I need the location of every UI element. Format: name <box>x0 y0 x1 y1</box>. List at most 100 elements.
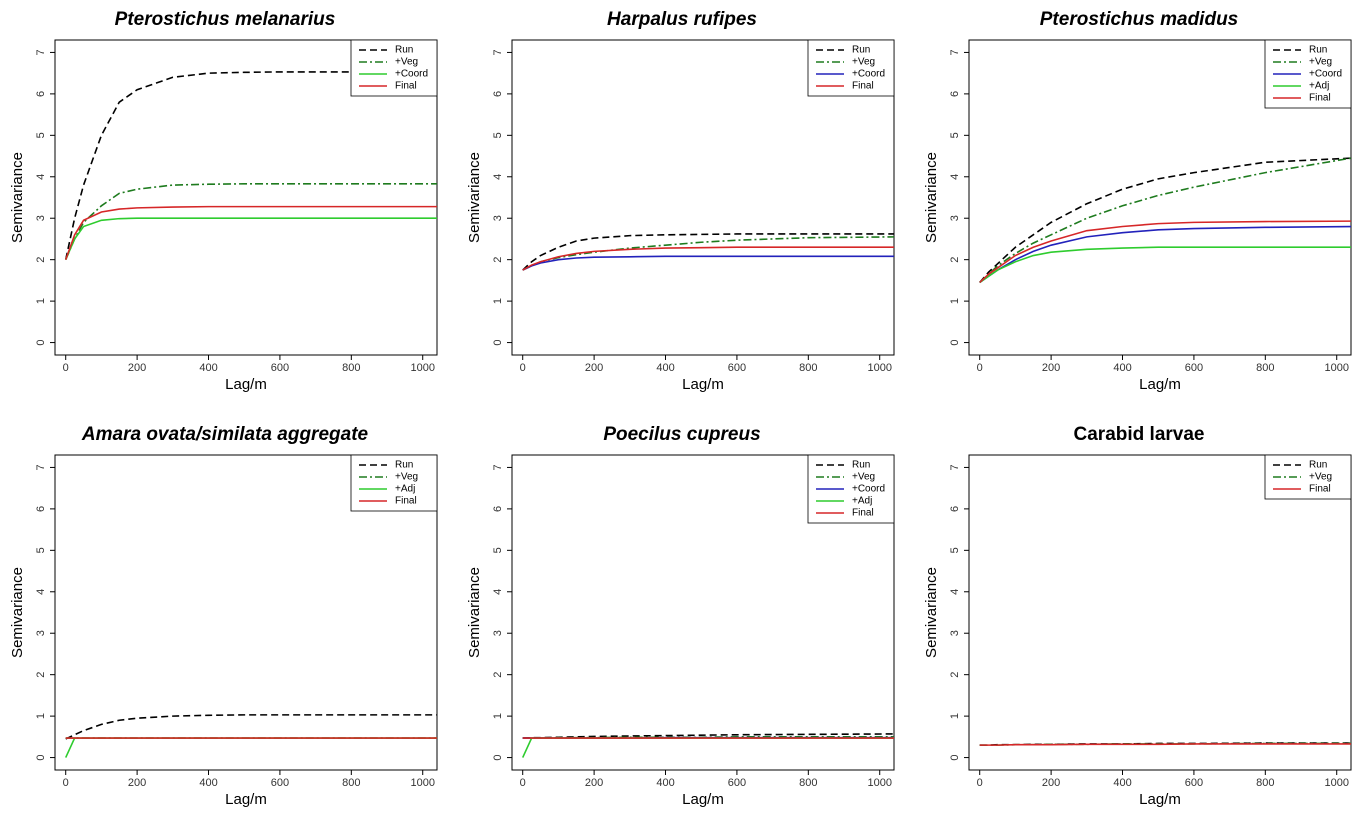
legend-label: Run <box>395 45 413 56</box>
x-axis-label: Lag/m <box>225 791 267 808</box>
y-tick-label: 4 <box>492 589 504 595</box>
y-axis-label: Semivariance <box>9 567 26 658</box>
x-tick-label: 0 <box>63 777 69 789</box>
legend-label: +Adj <box>852 496 872 507</box>
legend-label: +Adj <box>1309 81 1329 92</box>
x-tick-label: 1000 <box>867 362 891 374</box>
y-tick-label: 6 <box>35 91 47 97</box>
x-axis-label: Lag/m <box>1139 791 1181 808</box>
x-axis-label: Lag/m <box>1139 376 1181 393</box>
x-tick-label: 0 <box>977 362 983 374</box>
y-tick-label: 6 <box>492 506 504 512</box>
plot-frame <box>511 39 895 356</box>
chart-title: Carabid larvae <box>1074 424 1205 445</box>
y-tick-label: 3 <box>35 215 47 221</box>
y-tick-label: 2 <box>949 672 961 678</box>
x-tick-label: 400 <box>199 777 217 789</box>
x-axis-label: Lag/m <box>682 791 724 808</box>
series-line <box>522 255 894 271</box>
y-tick-label: 7 <box>949 464 961 470</box>
y-tick-label: 2 <box>35 257 47 263</box>
series-line <box>979 157 1352 283</box>
y-tick-label: 5 <box>492 132 504 138</box>
x-axis-label: Lag/m <box>225 376 267 393</box>
y-tick-label: 6 <box>949 91 961 97</box>
legend-label: +Adj <box>395 484 415 495</box>
legend-label: Run <box>852 460 870 471</box>
legend-label: Final <box>852 508 874 519</box>
plot-frame <box>54 39 438 356</box>
chart-title: Pterostichus melanarius <box>115 9 336 30</box>
legend-label: +Coord <box>395 69 428 80</box>
chart-title: Amara ovata/similata aggregate <box>81 424 369 445</box>
x-axis-label: Lag/m <box>682 376 724 393</box>
x-tick-label: 600 <box>271 777 289 789</box>
x-tick-label: 800 <box>342 362 360 374</box>
legend-label: +Veg <box>395 472 418 483</box>
y-tick-label: 7 <box>949 49 961 55</box>
x-tick-label: 1000 <box>410 362 434 374</box>
y-tick-label: 0 <box>949 755 961 761</box>
x-tick-label: 200 <box>128 362 146 374</box>
y-tick-label: 1 <box>492 298 504 304</box>
y-tick-label: 5 <box>35 547 47 553</box>
x-tick-label: 400 <box>1113 362 1131 374</box>
x-tick-label: 400 <box>656 362 674 374</box>
y-tick-label: 0 <box>492 755 504 761</box>
y-tick-label: 3 <box>949 630 961 636</box>
y-tick-label: 5 <box>949 547 961 553</box>
series-line <box>64 205 437 260</box>
series-line <box>64 71 437 260</box>
x-tick-label: 200 <box>585 362 603 374</box>
y-tick-label: 5 <box>35 132 47 138</box>
legend-label: Run <box>852 45 870 56</box>
x-tick-label: 600 <box>728 362 746 374</box>
y-tick-label: 4 <box>35 589 47 595</box>
x-tick-label: 800 <box>342 777 360 789</box>
legend-label: Final <box>395 81 417 92</box>
y-tick-label: 0 <box>492 340 504 346</box>
x-tick-label: 800 <box>799 362 817 374</box>
y-tick-label: 2 <box>35 672 47 678</box>
y-tick-label: 3 <box>35 630 47 636</box>
x-tick-label: 200 <box>128 777 146 789</box>
y-tick-label: 4 <box>492 174 504 180</box>
y-tick-label: 1 <box>492 713 504 719</box>
plot-frame <box>968 39 1352 356</box>
x-tick-label: 200 <box>1042 362 1060 374</box>
x-tick-label: 1000 <box>1324 362 1348 374</box>
y-tick-label: 7 <box>492 464 504 470</box>
x-tick-label: 800 <box>1256 777 1274 789</box>
series-line <box>979 743 1351 746</box>
y-axis-label: Semivariance <box>466 152 483 243</box>
y-axis-label: Semivariance <box>466 567 483 658</box>
legend-label: Run <box>1309 45 1327 56</box>
series-line <box>521 737 894 758</box>
series-line <box>64 737 437 758</box>
x-tick-label: 1000 <box>1324 777 1348 789</box>
y-tick-label: 4 <box>35 174 47 180</box>
x-tick-label: 600 <box>728 777 746 789</box>
chart-title: Harpalus rufipes <box>607 9 757 30</box>
y-tick-label: 7 <box>492 49 504 55</box>
plot-frame <box>968 454 1352 771</box>
y-tick-label: 1 <box>949 713 961 719</box>
x-tick-label: 600 <box>271 362 289 374</box>
y-axis-label: Semivariance <box>923 152 940 243</box>
x-tick-label: 600 <box>1185 362 1203 374</box>
x-tick-label: 400 <box>199 362 217 374</box>
y-tick-label: 0 <box>949 340 961 346</box>
y-tick-label: 6 <box>949 506 961 512</box>
legend-label: Run <box>395 460 413 471</box>
x-tick-label: 0 <box>520 362 526 374</box>
y-tick-label: 2 <box>492 672 504 678</box>
y-tick-label: 6 <box>492 91 504 97</box>
x-tick-label: 0 <box>63 362 69 374</box>
x-tick-label: 400 <box>656 777 674 789</box>
chart-title: Poecilus cupreus <box>603 424 760 445</box>
x-tick-label: 200 <box>1042 777 1060 789</box>
series-line <box>522 246 894 271</box>
y-tick-label: 2 <box>492 257 504 263</box>
y-tick-label: 3 <box>949 215 961 221</box>
